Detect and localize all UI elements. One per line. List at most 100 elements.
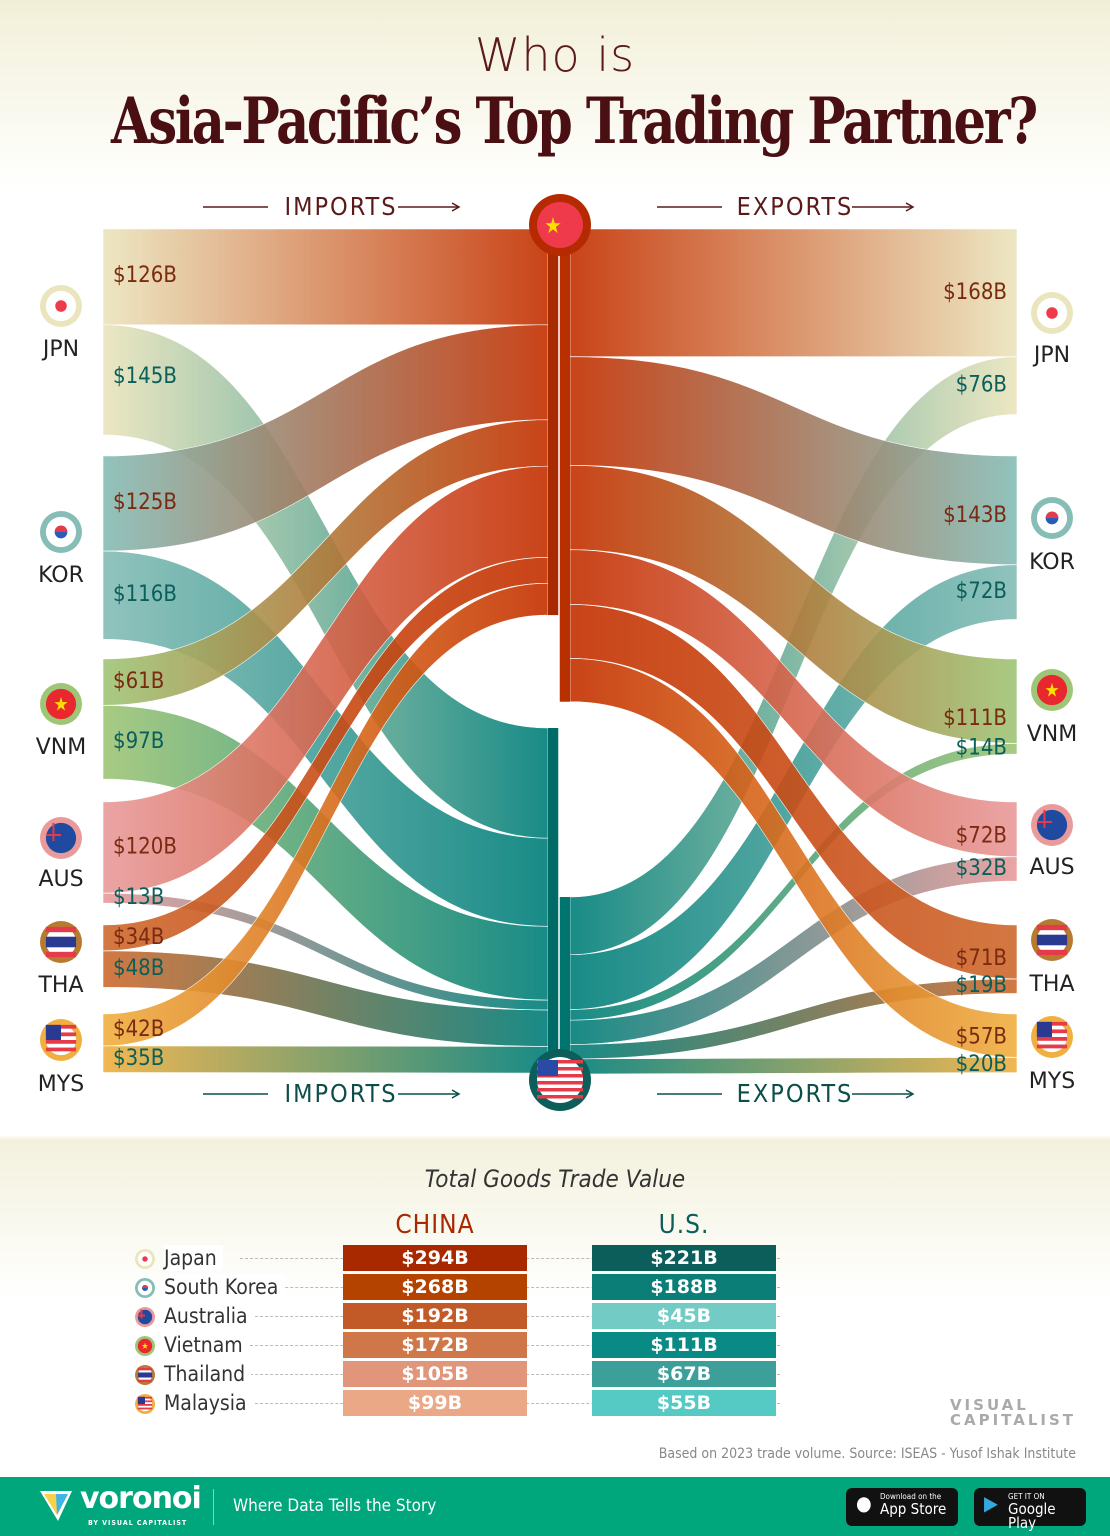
col-china: CHINA — [395, 1210, 475, 1240]
header-imports-china: IMPORTS — [284, 192, 397, 221]
table-row: Japan $294B $221B — [130, 1245, 780, 1271]
sun-icon — [1046, 307, 1058, 319]
col-us: U.S. — [658, 1210, 710, 1240]
australia-flag-icon — [45, 822, 77, 854]
star-icon: ★ — [544, 214, 562, 239]
arrow-icon — [451, 1089, 461, 1099]
flag-icon — [135, 1365, 155, 1385]
china-trade-value: $172B — [343, 1332, 527, 1358]
country-code-right: THA — [1028, 972, 1074, 997]
union-jack — [1036, 809, 1052, 829]
country-name: Japan — [164, 1245, 223, 1271]
export-flow-china-MYS — [569, 658, 1018, 1058]
taeguk-top — [1045, 511, 1059, 518]
country-name: Australia — [164, 1303, 254, 1329]
table-row: Australia $192B $45B — [130, 1303, 780, 1329]
table-row: Malaysia $99B $55B — [130, 1390, 780, 1416]
country-code-left: AUS — [38, 867, 83, 892]
flag-band — [1036, 934, 1068, 946]
export-label-us: $32B — [956, 856, 1007, 881]
table-title: Total Goods Trade Value — [424, 1165, 686, 1193]
us-trade-value: $111B — [592, 1332, 776, 1358]
flag-icon — [135, 1394, 155, 1414]
china-flag-icon — [537, 202, 583, 248]
flag-stripe — [45, 1040, 77, 1044]
country-name: Thailand — [164, 1361, 252, 1387]
export-label-china: $57B — [956, 1024, 1007, 1049]
sankey-chart: ★ $126B $145B $125B $116B $61B $97B $120B $13B $… — [36, 192, 1078, 1111]
country-name: South Korea — [164, 1274, 285, 1300]
title-line2: Asia-Pacific’s Top Trading Partner? — [111, 84, 1038, 159]
flag-stripe — [45, 1047, 77, 1052]
voronoi-logo-icon — [40, 1491, 72, 1521]
us-flag-stripe — [537, 1088, 583, 1092]
flag-icon — [135, 1278, 155, 1298]
us-export-bar — [559, 897, 570, 1075]
title-line1: Who is — [474, 28, 636, 82]
flag-band — [137, 1379, 153, 1383]
country-name: Vietnam — [164, 1332, 249, 1358]
export-label-china: $143B — [943, 503, 1007, 528]
import-label-us: $35B — [113, 1046, 164, 1071]
voronoi-by: BY VISUAL CAPITALIST — [88, 1519, 188, 1527]
china-trade-value: $105B — [343, 1361, 527, 1387]
country-code-right: KOR — [1029, 550, 1075, 575]
flag-icon — [135, 1307, 155, 1327]
google-play-button[interactable]: ▶ GET IT ON Google Play — [974, 1488, 1086, 1531]
vietnam-flag-icon — [45, 688, 77, 720]
country-code-right: JPN — [1032, 343, 1070, 368]
star-icon: ★ — [141, 1342, 148, 1352]
country-name: Malaysia — [164, 1390, 253, 1416]
export-flow-us-MYS — [569, 1057, 1018, 1075]
union-jack — [45, 822, 61, 842]
us-trade-value: $188B — [592, 1274, 776, 1300]
export-flow-us-AUS — [569, 856, 1018, 1045]
table-row: South Korea $268B $188B — [130, 1274, 780, 1300]
flag-canton — [137, 1396, 145, 1404]
china-trade-value: $99B — [343, 1390, 527, 1416]
union-jack — [137, 1309, 145, 1319]
export-flow-china-THA — [569, 604, 1018, 980]
flag-stripe — [137, 1407, 153, 1410]
footer: voronoi BY VISUAL CAPITALIST Where Data … — [0, 1477, 1110, 1536]
country-code-right: VNM — [1027, 722, 1078, 747]
flag-band — [137, 1367, 153, 1371]
china-trade-value: $268B — [343, 1274, 527, 1300]
australia-flag-icon — [137, 1309, 153, 1325]
china-trade-value: $294B — [343, 1245, 527, 1271]
export-label-china: $72B — [956, 824, 1007, 849]
visual-capitalist-logo: VISUAL CAPITALIST — [949, 1396, 1076, 1429]
import-label-china: $126B — [113, 263, 177, 288]
header-imports-us: IMPORTS — [284, 1079, 397, 1108]
import-label-china: $61B — [113, 669, 164, 694]
import-label-china: $42B — [113, 1017, 164, 1042]
import-flow-china-MYS — [102, 582, 549, 1047]
flag-band — [137, 1372, 153, 1378]
flag-stripe — [1036, 1044, 1068, 1049]
export-label-us: $76B — [956, 373, 1007, 398]
us-flag-stripe — [537, 1074, 583, 1078]
arrow-icon — [905, 202, 915, 212]
voronoi-wordmark: voronoi — [80, 1481, 202, 1516]
flag-icon — [135, 1249, 155, 1269]
us-trade-value: $55B — [592, 1390, 776, 1416]
us-trade-value: $221B — [592, 1245, 776, 1271]
import-label-china: $125B — [113, 490, 177, 515]
us-trade-value: $45B — [592, 1303, 776, 1329]
play-icon: ▶ — [984, 1491, 998, 1515]
sun-icon — [55, 300, 67, 312]
arrow-icon — [905, 1089, 915, 1099]
flag-band — [45, 926, 77, 933]
flag-icon: ★ — [135, 1336, 155, 1356]
flag-canton — [1036, 1021, 1052, 1037]
taeguk-top — [141, 1284, 149, 1288]
us-flag-stripe — [537, 1081, 583, 1085]
flag-canton — [45, 1024, 61, 1040]
export-flow-china-KOR — [569, 356, 1018, 565]
header-exports-us: EXPORTS — [737, 1079, 854, 1108]
export-label-china: $71B — [956, 946, 1007, 971]
export-label-us: $14B — [956, 736, 1007, 761]
china-trade-value: $192B — [343, 1303, 527, 1329]
export-flow-china-JPN — [569, 228, 1018, 357]
app-store-button[interactable]: ● Download on the App Store — [846, 1488, 958, 1526]
